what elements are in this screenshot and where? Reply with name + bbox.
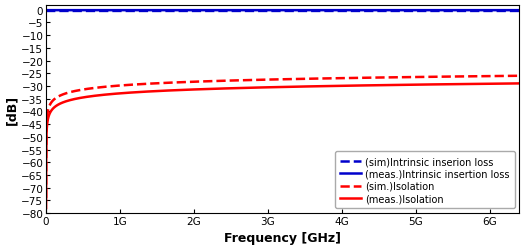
X-axis label: Frequency [GHz]: Frequency [GHz] [224, 232, 341, 244]
(meas.)Intrinsic insertion loss [516, 10, 522, 12]
(sim)Intrinsic inserion loss [330, 10, 337, 13]
Legend: (sim)Intrinsic inserion loss, (meas.)Intrinsic insertion loss, (sim.)Isolation, : (sim)Intrinsic inserion loss, (meas.)Int… [335, 152, 514, 208]
(meas.)Isolation [137, 91, 143, 94]
(meas.)Intrinsic insertion loss [330, 10, 337, 12]
(sim.)Isolation [330, 78, 337, 80]
(meas.)Isolation [43, 207, 49, 210]
(sim)Intrinsic inserion loss [270, 10, 277, 13]
(sim.)Isolation [495, 75, 501, 78]
(sim.)Isolation [516, 75, 522, 78]
(meas.)Isolation [495, 83, 501, 86]
(sim.)Isolation [270, 79, 277, 82]
(meas.)Intrinsic insertion loss [137, 10, 143, 12]
Line: (sim.)Isolation: (sim.)Isolation [46, 76, 519, 198]
Y-axis label: [dB]: [dB] [6, 94, 18, 124]
(meas.)Isolation [232, 87, 238, 90]
(meas.)Isolation [516, 82, 522, 86]
(meas.)Intrinsic insertion loss [43, 10, 49, 12]
(sim)Intrinsic inserion loss [200, 10, 206, 13]
(meas.)Intrinsic insertion loss [232, 10, 238, 12]
(sim)Intrinsic inserion loss [43, 10, 49, 13]
(meas.)Isolation [200, 88, 206, 91]
(sim.)Isolation [200, 80, 206, 84]
(meas.)Isolation [330, 85, 337, 88]
(meas.)Isolation [270, 86, 277, 89]
(meas.)Intrinsic insertion loss [270, 10, 277, 12]
(sim)Intrinsic inserion loss [495, 10, 501, 13]
(sim)Intrinsic inserion loss [232, 10, 238, 13]
Line: (meas.)Isolation: (meas.)Isolation [46, 84, 519, 208]
(sim.)Isolation [137, 83, 143, 86]
(sim)Intrinsic inserion loss [516, 10, 522, 13]
(sim.)Isolation [232, 80, 238, 82]
(sim)Intrinsic inserion loss [137, 10, 143, 13]
(meas.)Intrinsic insertion loss [200, 10, 206, 12]
(sim.)Isolation [43, 196, 49, 200]
(meas.)Intrinsic insertion loss [495, 10, 501, 12]
